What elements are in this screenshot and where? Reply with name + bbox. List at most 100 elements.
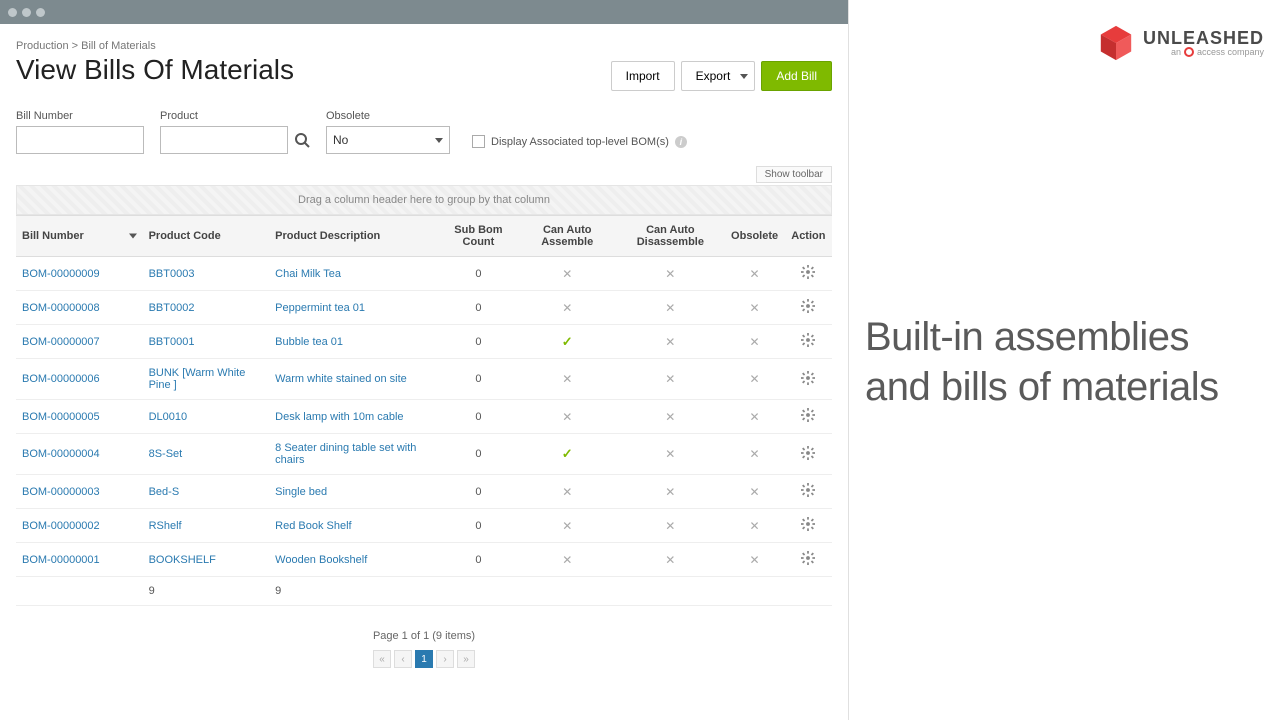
x-icon: ✕ — [562, 301, 572, 315]
page-prev-button[interactable]: ‹ — [394, 650, 412, 668]
x-icon: ✕ — [665, 447, 675, 461]
table-row: BOM-00000009BBT0003Chai Milk Tea0✕✕✕ — [16, 257, 832, 291]
can-auto-disassemble: ✕ — [616, 325, 724, 359]
product-description-link[interactable]: Chai Milk Tea — [275, 268, 341, 280]
can-auto-disassemble: ✕ — [616, 509, 724, 543]
product-description-link[interactable]: Wooden Bookshelf — [275, 554, 367, 566]
can-auto-assemble: ✕ — [518, 475, 616, 509]
bill-number-input[interactable] — [16, 126, 144, 154]
brand-sub-company: access company — [1197, 47, 1264, 57]
gear-icon[interactable] — [801, 517, 815, 531]
bill-number-link[interactable]: BOM-00000008 — [22, 302, 100, 314]
import-button[interactable]: Import — [611, 61, 675, 91]
page-number-button[interactable]: 1 — [415, 650, 433, 668]
x-icon: ✕ — [750, 519, 760, 533]
col-can-auto-disassemble[interactable]: Can Auto Disassemble — [616, 216, 724, 257]
window-min-dot[interactable] — [22, 8, 31, 17]
product-code-link[interactable]: Bed-S — [149, 486, 180, 498]
col-action[interactable]: Action — [785, 216, 832, 257]
can-auto-assemble: ✕ — [518, 543, 616, 577]
product-code-link[interactable]: BBT0002 — [149, 302, 195, 314]
product-description-link[interactable]: Warm white stained on site — [275, 373, 407, 385]
group-drop-zone[interactable]: Drag a column header here to group by th… — [16, 185, 832, 215]
product-input[interactable] — [160, 126, 288, 154]
col-product-code[interactable]: Product Code — [143, 216, 270, 257]
bill-number-link[interactable]: BOM-00000009 — [22, 268, 100, 280]
product-description-link[interactable]: 8 Seater dining table set with chairs — [275, 442, 416, 466]
sub-bom-count: 0 — [439, 543, 519, 577]
product-code-link[interactable]: BUNK [Warm White Pine ] — [149, 367, 246, 391]
bill-number-link[interactable]: BOM-00000005 — [22, 411, 100, 423]
bom-table: Bill Number Product Code Product Descrip… — [16, 215, 832, 606]
sub-bom-count: 0 — [439, 475, 519, 509]
info-icon[interactable]: i — [675, 136, 687, 148]
product-code-link[interactable]: RShelf — [149, 520, 182, 532]
export-button[interactable]: Export — [681, 61, 756, 91]
window-close-dot[interactable] — [8, 8, 17, 17]
can-auto-assemble: ✕ — [518, 291, 616, 325]
page-last-button[interactable]: » — [457, 650, 475, 668]
show-toolbar-button[interactable]: Show toolbar — [756, 166, 832, 183]
table-row: BOM-00000003Bed-SSingle bed0✕✕✕ — [16, 475, 832, 509]
product-code-link[interactable]: BBT0003 — [149, 268, 195, 280]
page-first-button[interactable]: « — [373, 650, 391, 668]
can-auto-disassemble: ✕ — [616, 543, 724, 577]
display-assoc-checkbox[interactable] — [472, 135, 485, 148]
x-icon: ✕ — [665, 372, 675, 386]
bill-number-link[interactable]: BOM-00000004 — [22, 448, 100, 460]
obsolete-cell: ✕ — [724, 543, 784, 577]
x-icon: ✕ — [665, 553, 675, 567]
bill-number-link[interactable]: BOM-00000002 — [22, 520, 100, 532]
product-code-link[interactable]: BOOKSHELF — [149, 554, 216, 566]
bill-number-link[interactable]: BOM-00000006 — [22, 373, 100, 385]
bill-number-link[interactable]: BOM-00000003 — [22, 486, 100, 498]
obsolete-select[interactable]: No — [326, 126, 450, 154]
obsolete-label: Obsolete — [326, 110, 450, 122]
breadcrumb[interactable]: Production > Bill of Materials — [16, 40, 832, 52]
can-auto-disassemble: ✕ — [616, 434, 724, 475]
can-auto-assemble: ✕ — [518, 509, 616, 543]
obsolete-cell: ✕ — [724, 509, 784, 543]
gear-icon[interactable] — [801, 371, 815, 385]
page-next-button[interactable]: › — [436, 650, 454, 668]
col-can-auto-assemble[interactable]: Can Auto Assemble — [518, 216, 616, 257]
col-bill-number[interactable]: Bill Number — [16, 216, 143, 257]
gear-icon[interactable] — [801, 299, 815, 313]
page-title: View Bills Of Materials — [16, 54, 294, 86]
sub-bom-count: 0 — [439, 434, 519, 475]
cube-icon — [1097, 24, 1135, 62]
headline-line1: Built-in assemblies — [865, 312, 1264, 362]
side-panel: UNLEASHED an access company Built-in ass… — [849, 0, 1280, 720]
x-icon: ✕ — [750, 372, 760, 386]
search-icon[interactable] — [294, 132, 310, 148]
product-description-link[interactable]: Bubble tea 01 — [275, 336, 343, 348]
window-titlebar — [0, 0, 848, 24]
product-description-link[interactable]: Desk lamp with 10m cable — [275, 411, 403, 423]
gear-icon[interactable] — [801, 483, 815, 497]
gear-icon[interactable] — [801, 265, 815, 279]
table-row: BOM-00000005 DL0010 Desk lamp with 10m cab… — [16, 400, 832, 434]
x-icon: ✕ — [750, 447, 760, 461]
check-icon: ✓ — [562, 334, 573, 349]
gear-icon[interactable] — [801, 446, 815, 460]
window-max-dot[interactable] — [36, 8, 45, 17]
gear-icon[interactable] — [801, 551, 815, 565]
gear-icon[interactable] — [801, 333, 815, 347]
col-obsolete[interactable]: Obsolete — [724, 216, 784, 257]
x-icon: ✕ — [750, 410, 760, 424]
product-code-link[interactable]: 8S-Set — [149, 448, 183, 460]
add-bill-button[interactable]: Add Bill — [761, 61, 832, 91]
x-icon: ✕ — [750, 335, 760, 349]
col-product-description[interactable]: Product Description — [269, 216, 438, 257]
can-auto-disassemble: ✕ — [616, 400, 724, 434]
product-description-link[interactable]: Red Book Shelf — [275, 520, 351, 532]
x-icon: ✕ — [665, 267, 675, 281]
product-description-link[interactable]: Single bed — [275, 486, 327, 498]
bill-number-link[interactable]: BOM-00000007 — [22, 336, 100, 348]
product-description-link[interactable]: Peppermint tea 01 — [275, 302, 365, 314]
bill-number-link[interactable]: BOM-00000001 — [22, 554, 100, 566]
col-sub-bom-count[interactable]: Sub Bom Count — [439, 216, 519, 257]
gear-icon[interactable] — [801, 408, 815, 422]
product-code-link[interactable]: DL0010 — [149, 411, 188, 423]
product-code-link[interactable]: BBT0001 — [149, 336, 195, 348]
